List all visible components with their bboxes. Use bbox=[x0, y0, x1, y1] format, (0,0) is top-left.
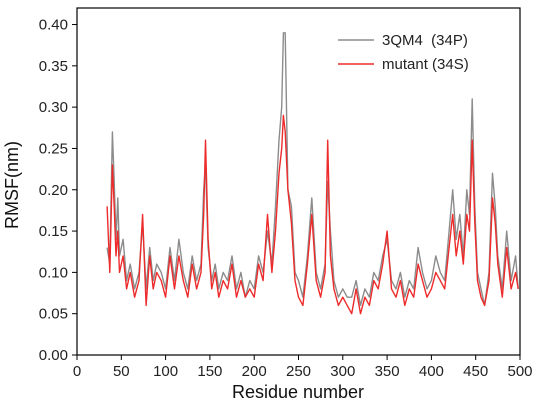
x-tick-label: 200 bbox=[242, 363, 267, 380]
tick-layer bbox=[72, 24, 521, 360]
y-tick-label: 0.35 bbox=[39, 58, 68, 75]
x-tick-label: 50 bbox=[113, 363, 130, 380]
y-tick-label: 0.10 bbox=[39, 264, 68, 281]
series-line-3qm4 bbox=[106, 32, 519, 307]
y-tick-label: 0.20 bbox=[39, 182, 68, 199]
tick-label-layer: 0 50 100 150 200 250 300 350 400 450 500 0.00 0.05 0.… bbox=[39, 17, 533, 380]
y-tick-label: 0.30 bbox=[39, 99, 68, 116]
legend-label-mutant: mutant (34S) bbox=[382, 56, 469, 73]
series-line-mutant bbox=[106, 114, 519, 315]
x-tick-label: 0 bbox=[73, 363, 81, 380]
y-tick-label: 0.05 bbox=[39, 306, 68, 323]
series-layer bbox=[106, 32, 519, 315]
x-tick-label: 150 bbox=[197, 363, 222, 380]
x-tick-label: 450 bbox=[463, 363, 488, 380]
x-tick-label: 500 bbox=[507, 363, 532, 380]
x-tick-label: 350 bbox=[375, 363, 400, 380]
y-tick-label: 0.15 bbox=[39, 223, 68, 240]
x-tick-label: 250 bbox=[286, 363, 311, 380]
y-axis-title: RMSF(nm) bbox=[2, 141, 22, 229]
x-tick-label: 300 bbox=[330, 363, 355, 380]
legend: 3QM4 (34P) mutant (34S) bbox=[338, 32, 469, 73]
y-tick-label: 0.25 bbox=[39, 140, 68, 157]
x-tick-label: 400 bbox=[419, 363, 444, 380]
y-tick-label: 0.00 bbox=[39, 347, 68, 364]
y-tick-label: 0.40 bbox=[39, 17, 68, 34]
x-axis-title: Residue number bbox=[232, 382, 364, 402]
x-tick-label: 100 bbox=[153, 363, 178, 380]
legend-label-3qm4: 3QM4 (34P) bbox=[382, 32, 468, 49]
